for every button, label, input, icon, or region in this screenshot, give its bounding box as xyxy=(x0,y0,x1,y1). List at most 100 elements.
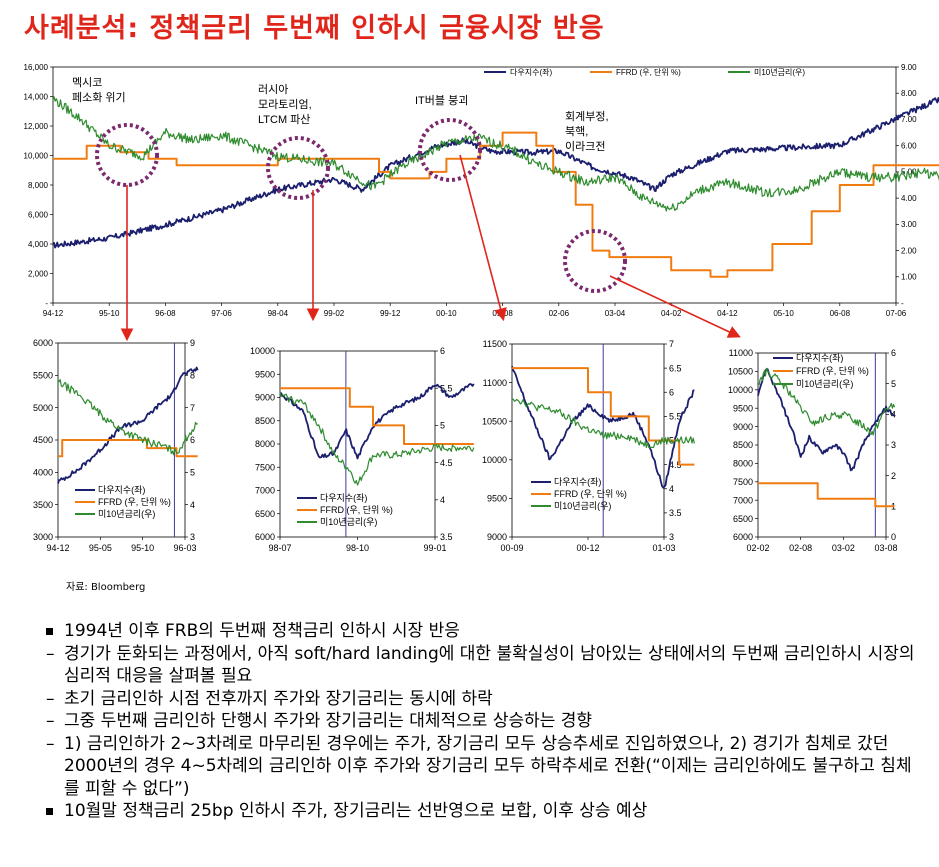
x-tick-label: 06-08 xyxy=(830,309,851,318)
x-tick-label: 99-02 xyxy=(324,309,345,318)
y-left-tick-label: 7500 xyxy=(255,462,275,472)
y-left-tick-label: 6000 xyxy=(255,532,275,542)
y-left-tick-label: 12,000 xyxy=(24,122,49,131)
y-left-tick-label: 16,000 xyxy=(24,63,49,72)
y-left-tick-label: 6500 xyxy=(255,509,275,519)
x-tick-label: 97-06 xyxy=(211,309,232,318)
x-tick-label: 05-10 xyxy=(773,309,794,318)
y-left-tick-label: 4,000 xyxy=(28,240,49,249)
y-left-tick-label: 9500 xyxy=(255,369,275,379)
legend-label: 다우지수(좌) xyxy=(510,68,552,77)
x-tick-label: 00-12 xyxy=(576,543,599,553)
y-right-tick-label: 9.00 xyxy=(901,63,917,72)
highlight-circle xyxy=(563,229,627,293)
bullet-sub: – 초기 금리인하 시점 전후까지 주가와 장기금리는 동시에 하락 xyxy=(46,688,926,711)
legend-label: 미10년금리(우) xyxy=(320,517,377,527)
highlight-circle xyxy=(266,136,330,200)
y-left-tick-label: 9000 xyxy=(255,393,275,403)
y-right-tick-label: 2.00 xyxy=(901,246,917,255)
x-tick-label: 01-03 xyxy=(652,543,675,553)
y-left-tick-label: 9500 xyxy=(733,403,753,413)
y-right-tick-label: 5 xyxy=(440,421,445,431)
legend-label: FFRD (우, 단위 %) xyxy=(616,67,681,77)
legend-label: FFRD (우, 단위 %) xyxy=(796,366,869,376)
y-right-tick-label: 6.5 xyxy=(669,363,682,373)
legend-label: 다우지수(좌) xyxy=(554,477,601,487)
chart-p1: 3000 3500 4000 4500 5000 5500 6000 3 4 5 6 7 8 9 94-12… xyxy=(33,338,199,553)
y-right-tick-label: 5.5 xyxy=(669,412,682,422)
x-tick-label: 00-10 xyxy=(436,309,457,318)
y-right-tick-label: - xyxy=(901,299,904,308)
chart-p4: 6000 6500 7000 7500 8000 8500 9000 9500 10000 105… xyxy=(728,348,898,553)
y-left-tick-label: 11000 xyxy=(729,348,753,358)
y-right-tick-label: 0 xyxy=(891,532,896,542)
y-left-tick-label: 7000 xyxy=(733,495,753,505)
y-left-tick-label: 8000 xyxy=(255,439,275,449)
chart-main: - 2,000 4,000 6,000 8,000 10,000 12,000 14,000 1… xyxy=(24,63,939,318)
y-right-tick-label: 3.5 xyxy=(669,508,682,518)
x-tick-label: 99-01 xyxy=(423,543,446,553)
y-left-tick-label: 8,000 xyxy=(28,181,49,190)
y-right-tick-label: 3 xyxy=(190,532,195,542)
bullet-text: 1) 금리인하가 2~3차례로 마무리된 경우에는 주가, 장기금리 모두 상승… xyxy=(64,733,912,799)
highlight-circle xyxy=(418,118,482,182)
y-right-tick-label: 8 xyxy=(190,370,195,380)
bullet-dash: – xyxy=(46,733,55,754)
x-tick-label: 95-10 xyxy=(131,543,154,553)
bullet-list: 1994년 이후 FRB의 두번째 정책금리 인하시 시장 반응 – 경기가 둔화되… xyxy=(46,620,926,823)
series-line-dow xyxy=(511,365,695,489)
y-right-tick-label: 1.00 xyxy=(901,273,917,282)
legend-label: FFRD (우, 단위 %) xyxy=(98,497,171,507)
y-right-tick-label: 7 xyxy=(669,339,674,349)
x-tick-label: 07-06 xyxy=(886,309,907,318)
charts-canvas: - 2,000 4,000 6,000 8,000 10,000 12,000 14,000 1… xyxy=(24,63,939,553)
y-left-tick-label: 6500 xyxy=(733,514,753,524)
annotation-label: 이라크전 xyxy=(565,140,605,153)
y-right-tick-label: 4.5 xyxy=(669,460,682,470)
y-right-tick-label: 3.00 xyxy=(901,220,917,229)
y-right-tick-label: 6 xyxy=(190,435,195,445)
annotation-label: 페소화 위기 xyxy=(72,91,126,104)
y-left-tick-label: 9000 xyxy=(733,422,753,432)
x-tick-label: 94-12 xyxy=(43,309,64,318)
series-line-treasury-10y xyxy=(52,96,939,212)
x-tick-label: 98-10 xyxy=(346,543,369,553)
x-tick-label: 03-08 xyxy=(874,543,897,553)
x-tick-label: 99-12 xyxy=(380,309,401,318)
y-left-tick-label: 10500 xyxy=(728,367,753,377)
y-left-tick-label: 6000 xyxy=(33,338,53,348)
annotation-label: LTCM 파산 xyxy=(258,113,310,126)
y-left-tick-label: 10,000 xyxy=(24,151,49,160)
bullet-sub: –1) 금리인하가 2~3차례로 마무리된 경우에는 주가, 장기금리 모두 상… xyxy=(46,733,926,801)
x-tick-label: 02-02 xyxy=(746,543,769,553)
y-right-tick-label: 4 xyxy=(440,495,445,505)
bullet-main: 10월말 정책금리 25bp 인하시 주가, 장기금리는 선반영으로 보합, 이… xyxy=(46,800,926,823)
y-left-tick-label: 11000 xyxy=(483,378,507,388)
chart-p3: 900095001000010500110001150033.544.555.5… xyxy=(482,339,695,553)
legend-label: 미10년금리(우) xyxy=(98,509,155,519)
bullet-dash: – xyxy=(46,688,55,709)
callout-arrow xyxy=(459,154,507,322)
series-line-ffrd xyxy=(512,367,695,466)
y-right-tick-label: 4.00 xyxy=(901,194,917,203)
y-right-tick-label: 3 xyxy=(891,440,896,450)
y-left-tick-label: 5000 xyxy=(33,403,53,413)
bullet-dash: – xyxy=(46,711,55,731)
y-left-tick-label: 8000 xyxy=(733,459,753,469)
series-line-ffrd xyxy=(58,439,198,458)
bullet-sub: – 그중 두번째 금리인하 단행시 주가와 장기금리는 대체적으로 상승하는 경향 xyxy=(46,710,926,733)
y-left-tick-label: 7500 xyxy=(733,477,753,487)
legend-label: 다우지수(좌) xyxy=(98,485,145,495)
series-line-dow xyxy=(57,366,199,484)
annotation-label: 북핵, xyxy=(565,125,588,138)
y-left-tick-label: 8500 xyxy=(255,416,275,426)
x-tick-label: 04-02 xyxy=(661,309,682,318)
source-note: 자료: Bloomberg xyxy=(66,582,146,593)
y-left-tick-label: 2,000 xyxy=(28,269,49,278)
y-left-tick-label: 10000 xyxy=(250,346,275,356)
y-left-tick-label: 6000 xyxy=(733,532,753,542)
series-line-ffrd xyxy=(280,387,474,445)
callout-arrow xyxy=(609,275,741,338)
bullet-text: 10월말 정책금리 25bp 인하시 주가, 장기금리는 선반영으로 보합, 이… xyxy=(64,801,648,821)
y-left-tick-label: 9000 xyxy=(487,532,507,542)
